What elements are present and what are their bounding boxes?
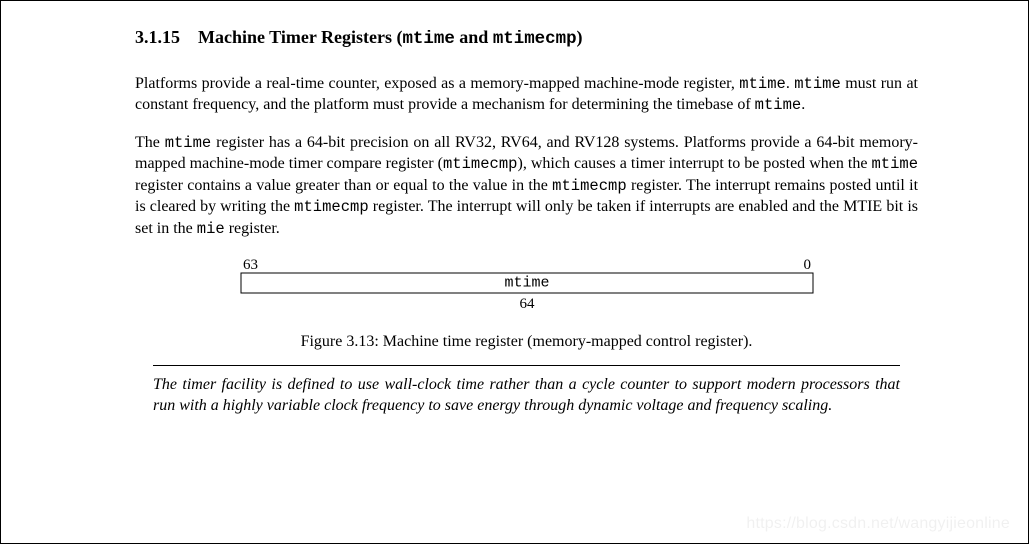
code-run: mtime	[165, 134, 212, 152]
paragraph: The mtime register has a 64-bit precisio…	[135, 132, 918, 239]
svg-text:63: 63	[243, 257, 258, 273]
text-run: register.	[225, 220, 280, 237]
paragraph: Platforms provide a real-time counter, e…	[135, 73, 918, 116]
section-number: 3.1.15	[135, 27, 180, 47]
register-figure: 63 0 mtime 64 Figure 3.13: Machine time reg…	[135, 255, 918, 351]
svg-text:mtime: mtime	[504, 275, 549, 292]
text-run: register contains a value greater than o…	[135, 177, 552, 194]
code-run: mie	[197, 220, 225, 238]
page: 3.1.15Machine Timer Registers (mtime and…	[0, 0, 1029, 544]
text-run: The	[135, 134, 165, 151]
section-title-part: and	[455, 27, 493, 47]
code-run: mtime	[755, 96, 802, 114]
code-run: mtime	[871, 155, 918, 173]
section-title-part: )	[577, 27, 583, 47]
code-run: mtimecmp	[552, 177, 627, 195]
code-run: mtimecmp	[294, 198, 369, 216]
svg-text:0: 0	[803, 257, 811, 273]
register-diagram: 63 0 mtime 64	[237, 255, 817, 313]
section-title-part: Machine Timer Registers (	[198, 27, 402, 47]
figure-caption: Figure 3.13: Machine time register (memo…	[135, 333, 918, 351]
text-run: ), which causes a timer interrupt to be …	[518, 155, 872, 172]
note-text: The timer facility is defined to use wal…	[153, 374, 900, 416]
text-run: Platforms provide a real-time counter, e…	[135, 75, 739, 92]
code-run: mtimecmp	[443, 155, 518, 173]
section-title-code: mtime	[402, 29, 454, 49]
code-run: mtime	[794, 75, 841, 93]
note-block: The timer facility is defined to use wal…	[153, 365, 900, 416]
text-run: .	[801, 96, 805, 113]
svg-text:64: 64	[519, 296, 535, 312]
section-title-code: mtimecmp	[493, 29, 577, 49]
watermark: https://blog.csdn.net/wangyijieonline	[746, 515, 1010, 533]
text-run: .	[786, 75, 794, 92]
section-heading: 3.1.15 Machine Timer Registers (mtime and…	[135, 27, 918, 49]
code-run: mtime	[739, 75, 786, 93]
